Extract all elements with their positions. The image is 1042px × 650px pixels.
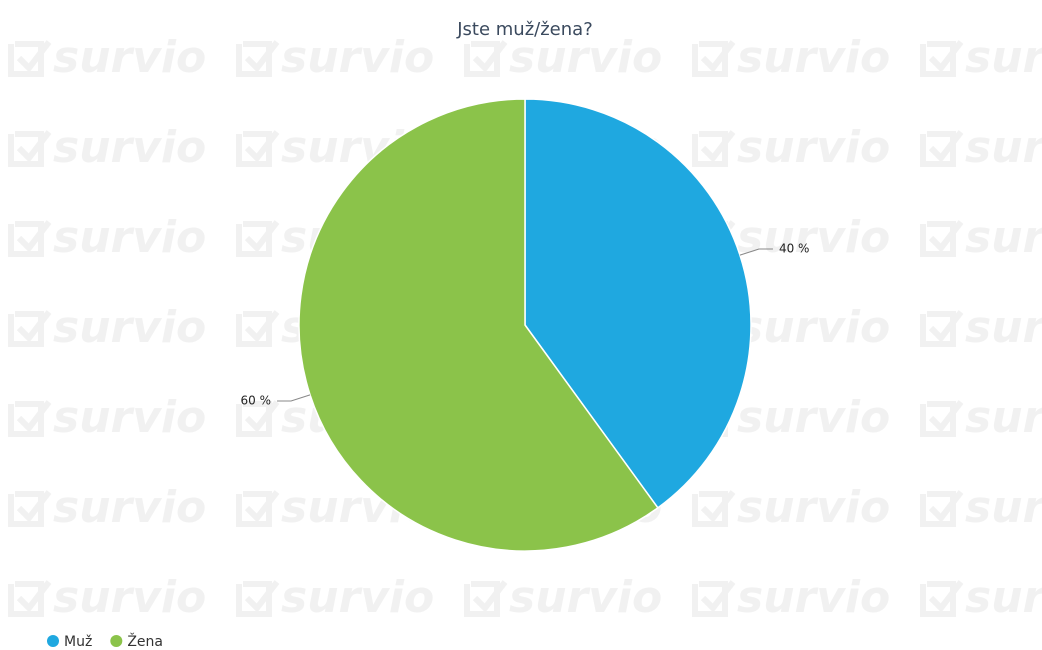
watermark-check xyxy=(8,220,52,257)
legend-marker xyxy=(47,635,59,647)
watermark-check xyxy=(8,490,52,527)
watermark-text: survio xyxy=(965,572,1042,623)
watermark-text: survio xyxy=(737,212,890,263)
watermark-text: survio xyxy=(737,32,890,83)
watermark-check xyxy=(236,130,280,167)
watermark-check xyxy=(920,220,964,257)
watermark-text: survio xyxy=(965,482,1042,533)
watermark-check xyxy=(236,580,280,617)
data-label: 60 % xyxy=(241,394,272,408)
pie-slice xyxy=(524,98,752,509)
watermark-check xyxy=(8,400,52,437)
watermark-check xyxy=(236,400,280,437)
watermark-check xyxy=(920,400,964,437)
watermark-check xyxy=(8,580,52,617)
chart-title: Jste muž/žena? xyxy=(456,19,593,40)
watermark-check xyxy=(236,490,280,527)
watermark-text: survio xyxy=(965,302,1042,353)
watermark-text: survio xyxy=(509,32,662,83)
watermark-text: survio xyxy=(53,122,206,173)
watermark-check xyxy=(236,40,280,77)
watermark-check xyxy=(8,130,52,167)
watermark-check xyxy=(692,130,736,167)
watermark-check xyxy=(236,310,280,347)
watermark-text: survio xyxy=(53,212,206,263)
watermark-text: survio xyxy=(53,392,206,443)
watermark-text: survio xyxy=(53,482,206,533)
watermark-text: survio xyxy=(965,32,1042,83)
watermark-check xyxy=(464,580,508,617)
watermark-text: survio xyxy=(737,482,890,533)
watermark-check xyxy=(464,40,508,77)
watermark-text: survio xyxy=(281,32,434,83)
watermark-check xyxy=(920,310,964,347)
watermark-text: survio xyxy=(281,572,434,623)
watermark-text: survio xyxy=(965,122,1042,173)
watermark-text: survio xyxy=(965,212,1042,263)
watermark-text: survio xyxy=(509,572,662,623)
watermark-text: survio xyxy=(737,122,890,173)
watermark-check xyxy=(920,130,964,167)
watermark-check xyxy=(920,580,964,617)
leader-line xyxy=(739,248,773,256)
watermark-check xyxy=(8,40,52,77)
watermark-text: survio xyxy=(53,572,206,623)
data-label: 40 % xyxy=(779,241,810,255)
watermark-check xyxy=(8,310,52,347)
watermark-text: survio xyxy=(53,32,206,83)
watermark-check xyxy=(692,40,736,77)
watermark-check xyxy=(236,220,280,257)
watermark-check xyxy=(920,490,964,527)
pie-slice xyxy=(298,98,659,552)
watermark-check xyxy=(692,580,736,617)
leader-line xyxy=(277,394,311,402)
watermark-check xyxy=(920,40,964,77)
legend-marker xyxy=(110,635,123,647)
watermark-text: survio xyxy=(737,302,890,353)
watermark-text: survio xyxy=(965,392,1042,443)
legend-label: Žena xyxy=(127,632,163,650)
watermark-check xyxy=(692,490,736,527)
watermark-text: survio xyxy=(53,302,206,353)
watermark-text: survio xyxy=(737,392,890,443)
watermark-text: survio xyxy=(737,572,890,623)
legend-label: Muž xyxy=(64,634,92,650)
